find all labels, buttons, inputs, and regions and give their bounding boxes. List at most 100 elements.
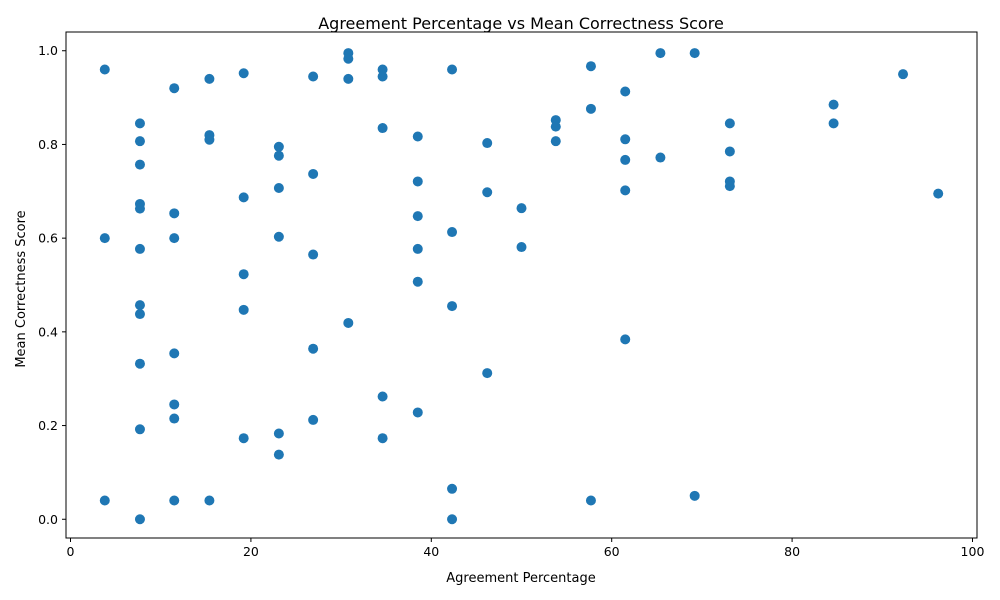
- x-tick-label: 40: [423, 544, 439, 559]
- x-tick-label: 80: [784, 544, 800, 559]
- data-point-36: [308, 71, 319, 82]
- data-point-31: [273, 150, 284, 161]
- data-point-19: [169, 413, 180, 424]
- data-point-28: [238, 304, 249, 315]
- data-point-69: [585, 61, 596, 72]
- data-point-73: [620, 134, 631, 145]
- data-point-37: [308, 168, 319, 179]
- data-point-12: [134, 424, 145, 435]
- data-point-0: [99, 64, 110, 75]
- data-point-53: [412, 243, 423, 254]
- data-point-68: [550, 136, 561, 147]
- data-point-82: [724, 146, 735, 157]
- data-point-9: [134, 300, 145, 311]
- y-tick-label: 0.4: [38, 324, 58, 339]
- data-point-42: [343, 53, 354, 64]
- data-point-35: [273, 449, 284, 460]
- x-tick-label: 20: [243, 544, 259, 559]
- data-point-44: [343, 317, 354, 328]
- data-point-15: [169, 208, 180, 219]
- points-layer: [99, 48, 944, 525]
- y-axis-label: Mean Correctness Score: [14, 210, 29, 367]
- data-point-55: [412, 407, 423, 418]
- data-point-13: [134, 514, 145, 525]
- data-point-30: [273, 141, 284, 152]
- data-point-5: [134, 159, 145, 170]
- data-point-60: [447, 514, 458, 525]
- data-point-43: [343, 73, 354, 84]
- data-point-48: [377, 391, 388, 402]
- chart-title: Agreement Percentage vs Mean Correctness…: [318, 14, 724, 33]
- x-tick-label: 0: [67, 544, 75, 559]
- data-point-75: [620, 185, 631, 196]
- data-point-86: [828, 118, 839, 129]
- data-point-26: [238, 192, 249, 203]
- data-point-63: [482, 368, 493, 379]
- data-point-20: [169, 495, 180, 506]
- data-point-78: [655, 152, 666, 163]
- data-point-81: [724, 118, 735, 129]
- data-point-46: [377, 71, 388, 82]
- y-axis-ticks: 0.0 0.2 0.4 0.6 0.8 1.0: [38, 43, 66, 527]
- data-point-39: [308, 343, 319, 354]
- data-point-77: [655, 48, 666, 59]
- data-point-34: [273, 428, 284, 439]
- data-point-79: [689, 48, 700, 59]
- data-point-32: [273, 183, 284, 194]
- data-point-45: [377, 64, 388, 75]
- data-point-4: [134, 136, 145, 147]
- data-point-29: [238, 433, 249, 444]
- data-point-40: [308, 414, 319, 425]
- data-point-17: [169, 348, 180, 359]
- data-point-74: [620, 154, 631, 165]
- data-point-72: [620, 86, 631, 97]
- data-point-84: [724, 181, 735, 192]
- data-point-57: [447, 227, 458, 238]
- data-point-76: [620, 334, 631, 345]
- data-point-3: [134, 118, 145, 129]
- data-point-14: [169, 83, 180, 94]
- data-point-7: [134, 203, 145, 214]
- data-point-50: [412, 131, 423, 142]
- data-point-54: [412, 276, 423, 287]
- data-point-65: [516, 242, 527, 253]
- x-tick-label: 100: [961, 544, 985, 559]
- data-point-88: [933, 188, 944, 199]
- data-point-49: [377, 433, 388, 444]
- data-point-21: [204, 73, 215, 84]
- data-point-2: [99, 495, 110, 506]
- data-point-11: [134, 358, 145, 369]
- y-tick-label: 0.0: [38, 512, 58, 527]
- data-point-80: [689, 490, 700, 501]
- data-point-52: [412, 211, 423, 222]
- data-point-51: [412, 176, 423, 187]
- y-tick-label: 0.8: [38, 137, 58, 152]
- data-point-61: [482, 138, 493, 149]
- data-point-71: [585, 495, 596, 506]
- data-point-24: [204, 495, 215, 506]
- x-tick-label: 60: [604, 544, 620, 559]
- data-point-59: [447, 483, 458, 494]
- plot-frame: [65, 31, 978, 539]
- data-point-58: [447, 301, 458, 312]
- data-point-47: [377, 123, 388, 134]
- data-point-62: [482, 187, 493, 198]
- data-point-8: [134, 243, 145, 254]
- y-tick-label: 1.0: [38, 43, 58, 58]
- data-point-56: [447, 64, 458, 75]
- data-point-33: [273, 231, 284, 242]
- data-point-18: [169, 399, 180, 410]
- data-point-1: [99, 233, 110, 244]
- data-point-10: [134, 309, 145, 320]
- x-axis-ticks: 0 20 40 60 80 100: [67, 538, 985, 559]
- data-point-64: [516, 203, 527, 214]
- data-point-38: [308, 249, 319, 260]
- data-point-67: [550, 121, 561, 132]
- data-point-25: [238, 68, 249, 79]
- x-axis-label: Agreement Percentage: [446, 571, 595, 586]
- data-point-23: [204, 134, 215, 145]
- y-tick-label: 0.2: [38, 418, 58, 433]
- data-point-27: [238, 269, 249, 280]
